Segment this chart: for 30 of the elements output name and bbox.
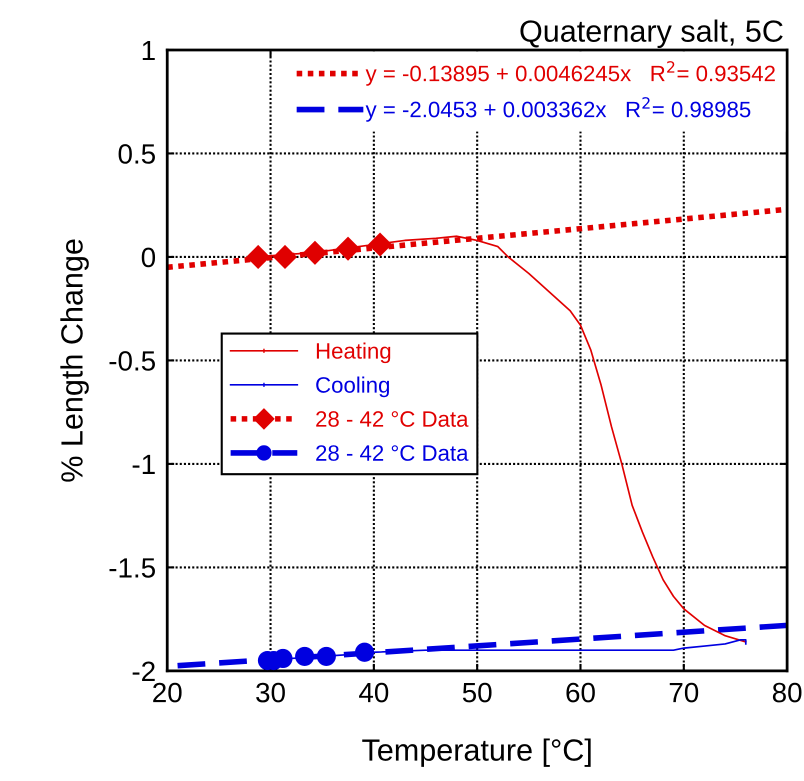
legend-label: y = -2.0453 + 0.003362x R$^{2}$= 0.98985	[366, 97, 750, 122]
legend-label: Cooling	[316, 376, 389, 398]
y-tick-label: -1.5	[109, 558, 155, 578]
x-tick-label: 40	[359, 682, 388, 702]
legend-label: 28 - 42 °C Data	[316, 445, 468, 461]
x-tick-label: 60	[566, 682, 595, 702]
y-tick-label: 0	[142, 248, 156, 268]
point	[302, 240, 327, 265]
point	[272, 244, 298, 269]
y-tick-label: -1	[132, 454, 155, 474]
legend-label: Heating	[316, 342, 390, 364]
point	[295, 646, 314, 666]
y-tick-label: 1	[142, 40, 155, 60]
x-tick-label: 70	[670, 682, 698, 702]
legend-label: 28 - 42 °C Data	[316, 411, 468, 427]
x-tick-label: 30	[256, 682, 285, 702]
point	[316, 646, 336, 666]
y-tick-label: 0.5	[118, 144, 155, 164]
chart-title: Quaternary salt, 5C	[520, 20, 783, 48]
y-tick-label: -2	[132, 662, 155, 681]
legend-label: y = -0.13895 + 0.0046245x R$^{2}$= 0.93542	[366, 61, 775, 86]
x-axis-title: Temperature [°C]	[362, 738, 591, 767]
point	[246, 244, 270, 269]
x-tick-label: 20	[153, 682, 182, 702]
point	[354, 642, 374, 662]
x-tick-label: 80	[772, 682, 802, 702]
x-tick-label: 50	[462, 682, 492, 702]
y-tick-label: -0.5	[109, 351, 155, 371]
y-axis-title: % Length Change	[60, 239, 89, 482]
point	[368, 232, 392, 257]
